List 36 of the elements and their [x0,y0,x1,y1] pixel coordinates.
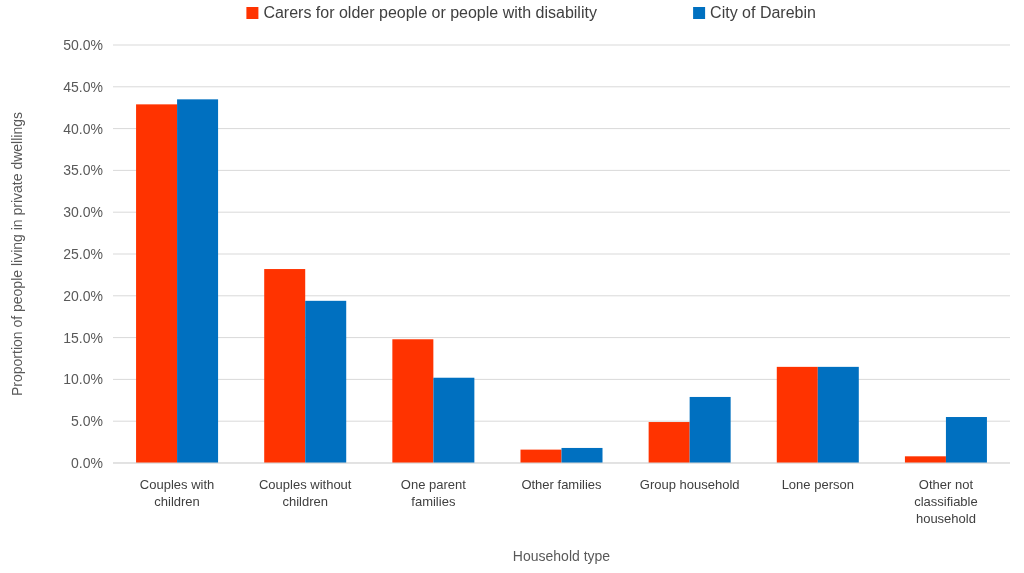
y-tick-label: 25.0% [63,245,103,262]
bar [433,377,475,463]
bar [561,447,603,463]
bar [945,417,987,463]
bar [264,269,306,463]
y-tick-label: 20.0% [63,287,103,304]
bar [392,339,434,463]
x-tick-label: One parent families [400,477,467,509]
y-tick-label: 35.0% [63,162,103,179]
bar [689,396,731,463]
x-tick-label: Group household [639,477,740,492]
bar [520,449,562,463]
bar [305,300,347,463]
y-tick-label: 40.0% [63,120,103,137]
x-tick-label: Lone person [781,477,854,492]
legend-label: Carers for older people or people with disability [263,4,597,21]
x-tick-label: Other not classifiable household [914,477,978,526]
bar [817,366,859,463]
legend-label: City of Darebin [710,4,816,21]
bar [648,422,690,463]
y-tick-label: 10.0% [63,371,103,388]
bar [904,456,946,463]
y-axis-title: Proportion of people living in private dwellings [9,111,25,397]
x-tick-label: Couples without children [258,477,352,509]
bar [177,99,219,463]
y-tick-label: 45.0% [63,78,103,95]
x-tick-label: Couples with children [139,477,215,509]
y-tick-label: 50.0% [63,36,103,53]
y-tick-label: 0.0% [71,454,103,471]
x-axis-title: Household type [512,548,611,564]
y-tick-label: 30.0% [63,204,103,221]
bar [136,104,178,463]
x-tick-label: Other families [521,477,603,492]
bar [776,366,818,463]
y-tick-label: 15.0% [63,329,103,346]
y-tick-label: 5.0% [71,413,103,430]
